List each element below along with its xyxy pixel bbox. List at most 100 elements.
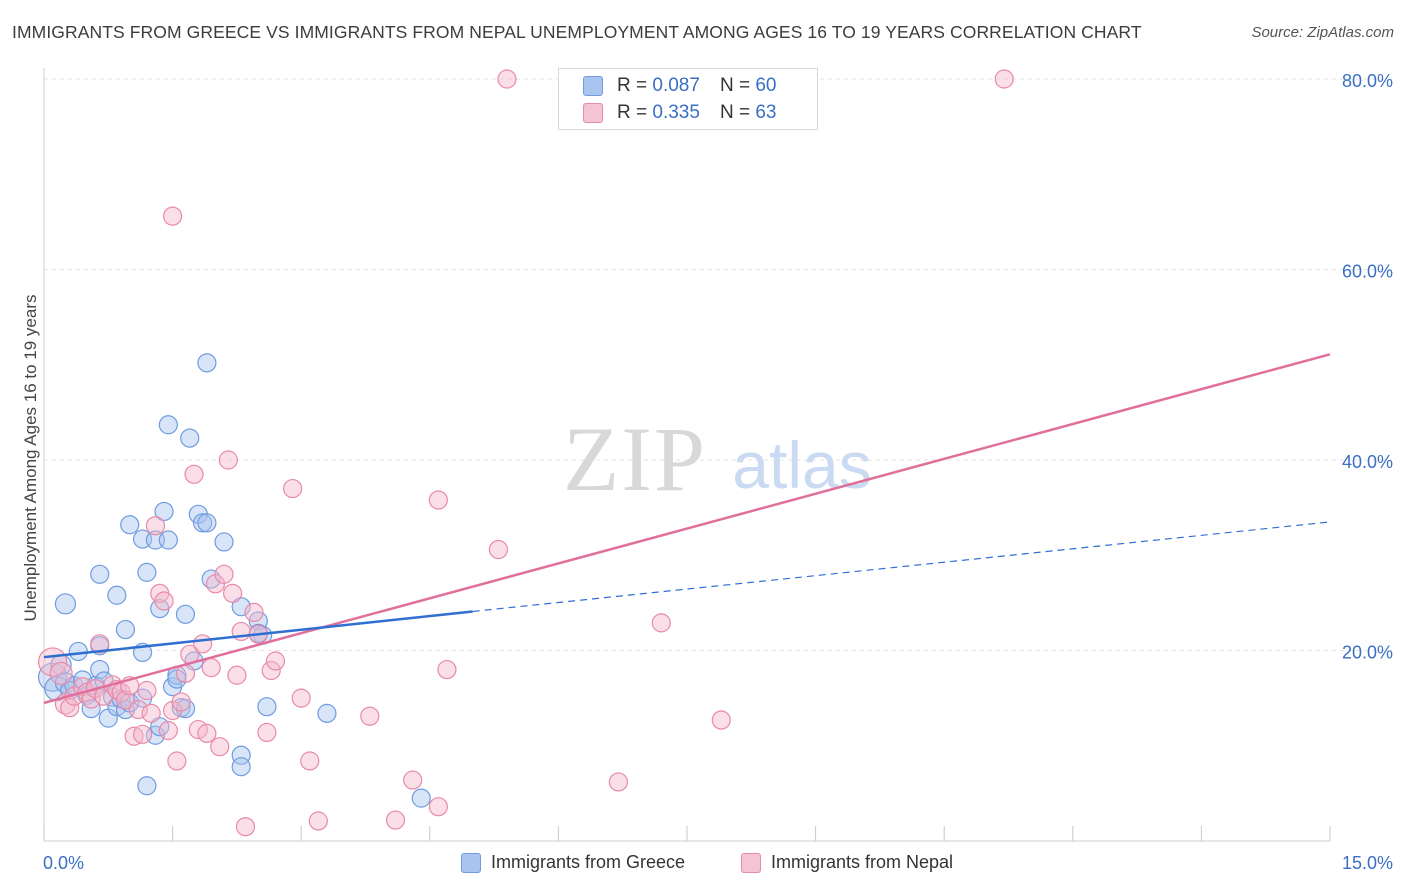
nepal-point [223,583,243,603]
legend-label-greece: Immigrants from Greece [491,852,686,872]
greece-point [317,703,337,723]
legend-n-value: 60 [755,75,777,96]
legend-n-label: N = [719,102,751,123]
nepal-point [201,658,221,678]
nepal-point [163,206,183,226]
greece-point [180,428,200,448]
greece-swatch [583,76,603,96]
legend-r-value: 0.087 [652,75,700,96]
nepal-point [171,692,191,712]
nepal-point [497,69,517,89]
nepal-point [437,659,457,680]
nepal-point [128,699,148,720]
nepal-point [403,770,423,790]
greece-point [137,776,157,796]
legend-r-value: 0.335 [652,102,700,123]
trend-lines [43,353,1331,705]
y-tick-label: 20.0% [1342,643,1393,663]
greece-point [107,585,127,605]
stats-legend: R = 0.087 N = 60 R = 0.335 N = 63 [558,68,818,130]
nepal-point [651,613,671,633]
series-greece-points [37,353,431,808]
nepal-point [132,724,153,744]
greece-trend-extension [472,521,1331,613]
watermark-atlas: atlas [732,428,871,502]
nepal-point [145,516,166,536]
nepal-point [158,720,178,741]
nepal-point [214,564,234,584]
watermark-zip: ZIP [563,408,707,510]
nepal-point [291,688,311,708]
nepal-point [244,602,264,623]
nepal-point [60,698,80,718]
nepal-point [308,811,328,831]
legend-row-nepal: R = 0.335 N = 63 [583,100,776,126]
legend-row-greece: R = 0.087 N = 60 [583,73,776,99]
gridlines [44,78,1392,651]
nepal-point [115,690,136,710]
nepal-point [488,539,508,560]
nepal-point [265,651,286,671]
greece-point [175,604,196,624]
greece-point [214,532,234,552]
nepal-swatch [741,852,761,873]
greece-point [158,415,178,435]
greece-trend-line [43,610,473,659]
nepal-point [193,634,213,654]
greece-point [193,513,213,533]
greece-point [137,562,157,582]
x-tick-label: 15.0% [1342,853,1393,873]
nepal-point [90,634,110,654]
nepal-point [257,722,277,743]
nepal-point [428,490,448,510]
greece-point [115,619,136,640]
greece-swatch [461,852,481,873]
nepal-point [428,797,448,817]
nepal-point [154,591,174,611]
source-label: Source: ZipAtlas.com [1251,24,1394,41]
greece-point [197,513,217,533]
bottom-legend: Immigrants from Greece Immigrants from N… [0,852,1406,878]
greece-point [231,745,251,765]
y-tick-labels: 20.0% 40.0% 60.0% 80.0% [1342,71,1393,663]
legend-n-value: 63 [755,102,777,123]
nepal-point [261,660,281,681]
legend-label-nepal: Immigrants from Nepal [771,852,954,872]
legend-r-label: R = [617,102,648,123]
nepal-point [210,737,230,757]
nepal-point [141,703,161,723]
nepal-point [49,661,73,685]
greece-point [197,353,217,373]
greece-point [90,659,110,680]
greece-point [120,515,140,535]
y-tick-label: 60.0% [1342,262,1393,282]
nepal-point [711,710,731,730]
legend-item-greece: Immigrants from Greece [461,852,685,873]
x-tick-label: 0.0% [43,853,84,873]
nepal-point [994,69,1014,89]
legend-r-label: R = [617,75,648,96]
greece-point [54,593,77,615]
nepal-point [167,751,187,771]
nepal-point [283,478,303,499]
nepal-point [360,706,380,726]
greece-point [257,697,277,717]
greece-point [90,564,110,584]
nepal-swatch [583,103,603,123]
nepal-point [184,464,204,484]
greece-point [68,641,88,662]
y-axis-label: Unemployment Among Ages 16 to 19 years [21,295,40,622]
nepal-point [197,723,217,743]
nepal-trend-line [43,353,1331,705]
axes [43,68,1331,842]
nepal-point [385,810,406,830]
legend-item-nepal: Immigrants from Nepal [741,852,953,873]
greece-point [154,501,174,522]
greece-point [411,788,431,808]
nepal-point [227,665,247,685]
legend-n-label: N = [719,75,751,96]
y-tick-label: 40.0% [1342,452,1393,472]
greece-point [158,530,178,550]
nepal-point [608,772,629,792]
